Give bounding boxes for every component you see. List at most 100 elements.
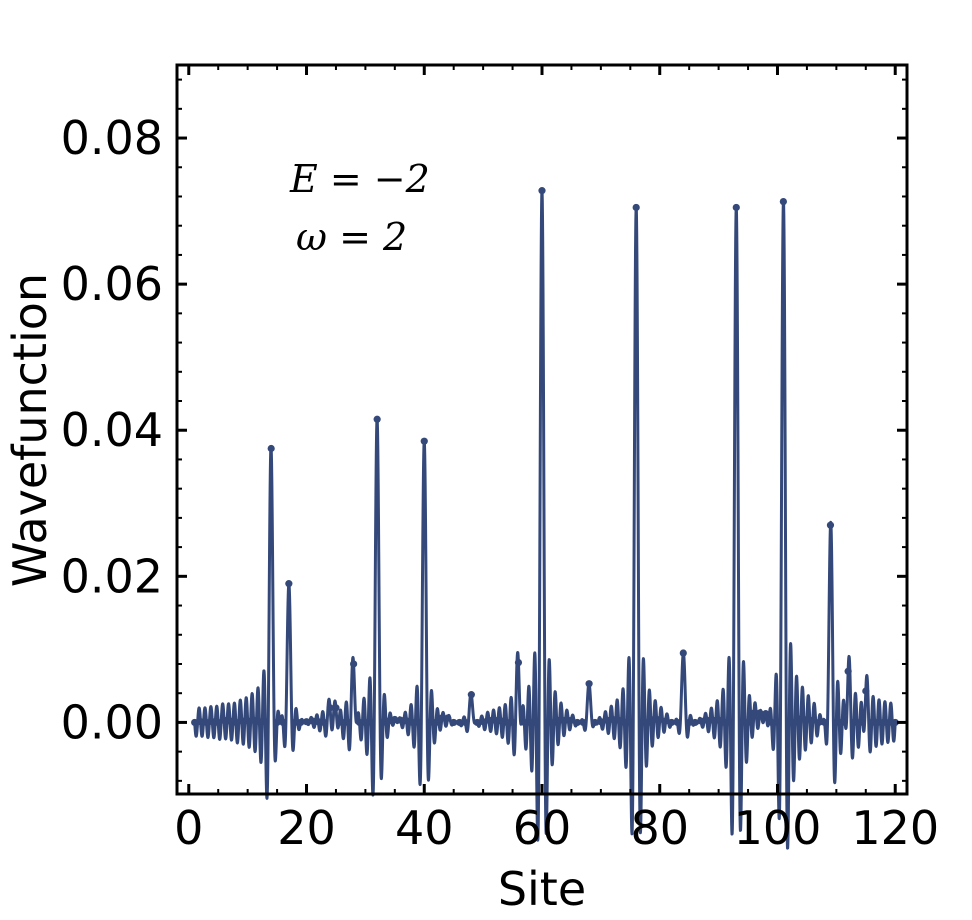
x-tick-label: 0 (174, 801, 203, 855)
data-point (620, 718, 629, 727)
data-point (873, 718, 882, 727)
data-point (508, 718, 517, 727)
data-point (720, 718, 729, 727)
data-point (579, 718, 587, 727)
data-point (614, 716, 623, 724)
data-point (591, 718, 599, 727)
data-point (426, 718, 434, 727)
data-point (338, 718, 346, 727)
data-point (767, 718, 776, 727)
data-point (715, 716, 723, 724)
data-point (249, 716, 258, 724)
data-point (832, 718, 840, 727)
data-point (738, 718, 746, 727)
data-point (597, 718, 605, 726)
data-point (626, 718, 634, 727)
data-point (214, 718, 222, 727)
data-point (603, 716, 611, 724)
data-point (868, 718, 876, 727)
series-line (193, 189, 897, 850)
data-point (497, 717, 505, 725)
data-point (314, 718, 322, 726)
data-point (779, 197, 787, 206)
points-layer (191, 187, 899, 727)
data-point (744, 718, 752, 727)
data-point (532, 718, 540, 727)
data-point (373, 415, 381, 423)
data-point (444, 714, 452, 722)
data-point (673, 718, 682, 727)
data-point (726, 718, 734, 727)
data-point (344, 718, 352, 727)
data-point (820, 718, 829, 727)
data-point (879, 718, 888, 727)
data-point (279, 718, 287, 727)
data-point (632, 203, 640, 212)
data-point (803, 715, 811, 724)
data-point (297, 718, 305, 727)
data-point (609, 715, 617, 724)
data-point (667, 718, 676, 727)
data-point (267, 444, 275, 453)
data-point (438, 714, 446, 722)
data-point (544, 718, 552, 727)
data-point (467, 691, 475, 699)
data-point (885, 718, 893, 727)
data-point (697, 717, 705, 725)
y-axis-title: Wavefunction (3, 273, 57, 587)
annotation-energy: E = −2 (289, 157, 430, 201)
annotation-omega: ω = 2 (296, 215, 407, 259)
x-axis-title: Site (498, 862, 586, 916)
data-point (226, 717, 234, 725)
data-point (350, 660, 358, 668)
x-tick-label: 20 (277, 801, 336, 855)
data-point (520, 718, 528, 727)
data-point (732, 203, 740, 212)
y-tick-label: 0.04 (61, 403, 163, 457)
data-point (815, 718, 823, 727)
data-point (791, 718, 799, 727)
data-point (797, 715, 805, 723)
ticks-layer (177, 65, 907, 794)
data-point (638, 718, 646, 727)
data-point (450, 718, 458, 727)
data-point (461, 718, 470, 727)
y-tick-label: 0.00 (61, 695, 163, 749)
data-point (756, 709, 764, 717)
data-point (826, 521, 835, 529)
data-point (320, 718, 328, 727)
data-point (255, 718, 264, 726)
data-point (567, 716, 576, 724)
data-point (191, 718, 199, 727)
data-point (526, 718, 534, 727)
data-point (809, 716, 817, 724)
data-point (685, 718, 693, 727)
data-point (850, 718, 858, 727)
data-point (656, 715, 664, 724)
data-point (750, 709, 758, 717)
data-point (408, 718, 417, 727)
data-point (355, 718, 364, 727)
data-point (491, 716, 499, 724)
data-point (261, 718, 269, 726)
data-point (514, 658, 523, 667)
data-point (220, 716, 228, 724)
data-point (308, 717, 317, 725)
data-point (662, 717, 670, 725)
data-point (556, 716, 564, 724)
x-tick-label: 60 (513, 801, 572, 855)
data-point (391, 715, 399, 724)
data-point (367, 718, 375, 727)
y-tick-label: 0.08 (61, 111, 163, 165)
data-point (285, 580, 293, 588)
tick-labels: 0 20 40 60 80 100 120 0.00 0.02 0.04 0.06 0.08 (61, 111, 940, 855)
data-point (573, 718, 581, 727)
data-point (414, 718, 422, 727)
x-tick-label: 80 (630, 801, 689, 855)
data-point (561, 716, 570, 724)
y-tick-label: 0.06 (61, 257, 163, 311)
data-point (273, 718, 281, 727)
data-point (379, 718, 387, 727)
data-point (550, 718, 558, 727)
